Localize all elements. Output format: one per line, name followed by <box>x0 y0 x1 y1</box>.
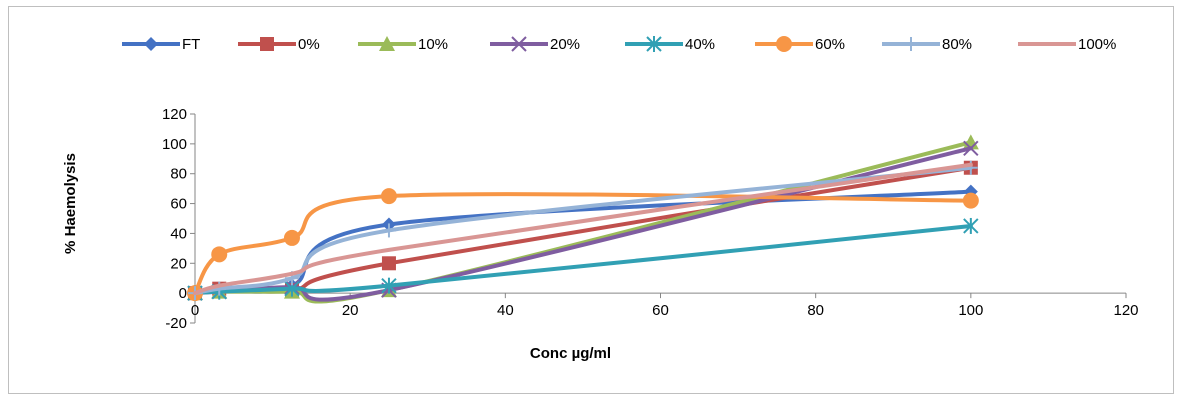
data-point-80pct <box>381 223 396 238</box>
series-group <box>187 134 979 304</box>
legend-label-20pct: 20% <box>550 36 580 53</box>
series-line-0pct <box>193 165 973 296</box>
legend-marker-40pct <box>646 36 662 52</box>
data-point-60pct <box>380 188 397 205</box>
data-point-40pct <box>963 217 979 234</box>
legend-item-10pct: 10% <box>358 36 448 53</box>
legend-item-ft: FT <box>122 36 200 53</box>
legend-label-40pct: 40% <box>685 36 715 53</box>
legend-marker-10pct <box>379 36 395 51</box>
x-axis-title: Conc µg/ml <box>530 345 611 362</box>
x-tick-label: 120 <box>1113 302 1138 319</box>
chart-area <box>8 6 1174 394</box>
y-tick-label: 20 <box>170 255 187 272</box>
legend-marker-20pct <box>511 36 527 52</box>
y-tick-label: 120 <box>162 106 187 123</box>
y-axis-title: % Haemolysis <box>62 153 79 254</box>
series-line-100pct <box>193 162 973 296</box>
legend-marker-60pct <box>776 36 792 52</box>
x-tick-label: 0 <box>191 302 199 319</box>
legend-item-0pct: 0% <box>238 36 320 53</box>
legend-label-0pct: 0% <box>298 36 320 53</box>
series-100pct <box>193 162 973 296</box>
x-tick-label: 20 <box>342 302 359 319</box>
x-tick-label: 40 <box>497 302 514 319</box>
data-point-40pct <box>381 277 397 294</box>
legend-item-40pct: 40% <box>625 36 715 53</box>
y-tick-label: 60 <box>170 196 187 213</box>
legend-label-10pct: 10% <box>418 36 448 53</box>
legend-item-100pct: 100% <box>1018 36 1116 53</box>
series-60pct <box>187 188 979 302</box>
legend-label-100pct: 100% <box>1078 36 1116 53</box>
x-tick-label: 60 <box>652 302 669 319</box>
data-point-0pct <box>381 256 396 271</box>
data-point-60pct <box>283 229 300 246</box>
data-point-60pct <box>962 192 979 209</box>
data-point-20pct <box>963 140 979 157</box>
data-point-60pct <box>211 246 228 263</box>
legend-label-80pct: 80% <box>942 36 972 53</box>
y-tick-label: 0 <box>179 285 187 302</box>
legend: FT 0% 10% 20% 40% 60% 80% 100% <box>122 36 1116 53</box>
y-tick-label: 100 <box>162 136 187 153</box>
y-tick-label: -20 <box>165 315 187 332</box>
legend-label-60pct: 60% <box>815 36 845 53</box>
x-tick-label: 80 <box>807 302 824 319</box>
x-tick-label: 100 <box>958 302 983 319</box>
legend-item-60pct: 60% <box>755 36 845 53</box>
legend-marker-ft <box>144 37 158 51</box>
legend-marker-80pct <box>904 37 918 51</box>
legend-marker-0pct <box>260 37 274 51</box>
y-tick-label: 80 <box>170 166 187 183</box>
legend-item-80pct: 80% <box>882 36 972 53</box>
y-tick-label: 40 <box>170 225 187 242</box>
legend-item-20pct: 20% <box>490 36 580 53</box>
legend-label-ft: FT <box>182 36 200 53</box>
